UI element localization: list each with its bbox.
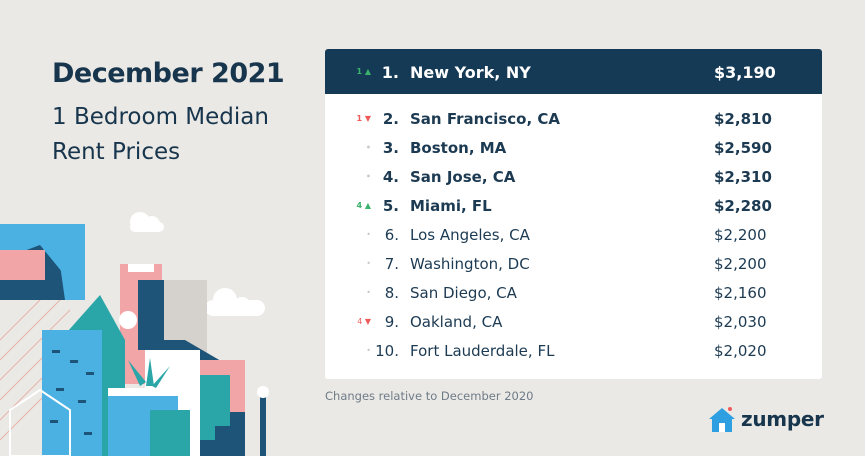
plant-icon xyxy=(128,358,170,388)
row-city: San Jose, CA xyxy=(410,168,516,186)
row-city: San Francisco, CA xyxy=(410,110,561,128)
row-city: Fort Lauderdale, FL xyxy=(410,342,555,360)
cloud-icon xyxy=(205,288,265,316)
window-circle xyxy=(119,311,137,329)
row-price: $2,280 xyxy=(714,197,772,215)
row-rank: 6. xyxy=(384,226,399,244)
row-price: $2,160 xyxy=(714,284,767,302)
tower-navy xyxy=(138,280,164,350)
row-rank: 3. xyxy=(382,139,399,157)
table-row: • 3. Boston, MA $2,590 xyxy=(325,133,822,162)
rank-change: 4 ▼ xyxy=(357,317,371,326)
footnote: Changes relative to December 2020 xyxy=(325,389,534,403)
row-city: Boston, MA xyxy=(410,139,507,157)
row-price: $2,200 xyxy=(714,226,767,244)
row-price: $2,200 xyxy=(714,255,767,273)
rank-change: 4 ▲ xyxy=(356,201,371,210)
page-title: December 2021 xyxy=(52,58,285,89)
house-icon xyxy=(709,407,735,432)
zumper-logo: zumper xyxy=(707,404,824,434)
table-header-highlight xyxy=(325,49,822,94)
table-row: 4 ▼ 9. Oakland, CA $2,030 xyxy=(325,307,822,336)
brand-name: zumper xyxy=(741,407,824,431)
table-row: 4 ▲ 5. Miami, FL $2,280 xyxy=(325,191,822,220)
row-price: $2,590 xyxy=(714,139,772,157)
row-city: Oakland, CA xyxy=(410,313,503,331)
rank-change: 1 ▲ xyxy=(356,67,371,76)
row-city: Miami, FL xyxy=(410,197,492,215)
row-city: Los Angeles, CA xyxy=(410,226,530,244)
row-city: Washington, DC xyxy=(410,255,530,273)
row-rank: 1. xyxy=(381,63,399,82)
table-row: • 4. San Jose, CA $2,310 xyxy=(325,162,822,191)
table-row: • 7. Washington, DC $2,200 xyxy=(325,249,822,278)
row-price: $2,020 xyxy=(714,342,767,360)
row-price: $2,310 xyxy=(714,168,772,186)
row-price: $3,190 xyxy=(714,63,776,82)
row-rank: 2. xyxy=(382,110,399,128)
table-row: • 8. San Diego, CA $2,160 xyxy=(325,278,822,307)
building-blue xyxy=(42,330,102,456)
row-rank: 9. xyxy=(384,313,399,331)
row-city: New York, NY xyxy=(410,63,531,82)
house-outline xyxy=(9,388,71,456)
table-row: • 6. Los Angeles, CA $2,200 xyxy=(325,220,822,249)
page-subtitle: 1 Bedroom Median Rent Prices xyxy=(52,104,269,165)
rank-change: • xyxy=(366,288,371,297)
street-lamp xyxy=(260,395,266,456)
rank-change: • xyxy=(366,346,371,355)
row-price: $2,810 xyxy=(714,110,772,128)
table-row: • 10. Fort Lauderdale, FL $2,020 xyxy=(325,336,822,365)
row-city: San Diego, CA xyxy=(410,284,517,302)
rank-change: 1 ▼ xyxy=(356,114,371,123)
rank-change: • xyxy=(366,230,371,239)
rent-table: 1 ▲ 1. New York, NY $3,190 1 ▼ 2. San Francisc… xyxy=(325,49,822,379)
table-row: 1 ▲ 1. New York, NY $3,190 xyxy=(325,57,822,86)
cloud-icon xyxy=(130,212,164,232)
row-rank: 5. xyxy=(382,197,399,215)
table-row: 1 ▼ 2. San Francisco, CA $2,810 xyxy=(325,104,822,133)
rank-change: • xyxy=(365,172,371,181)
row-rank: 10. xyxy=(375,342,399,360)
rank-change: • xyxy=(366,259,371,268)
tile-pink xyxy=(0,250,45,280)
row-rank: 8. xyxy=(384,284,399,302)
rank-change: • xyxy=(365,143,371,152)
row-rank: 4. xyxy=(382,168,399,186)
city-illustration xyxy=(0,212,269,456)
row-rank: 7. xyxy=(384,255,399,273)
row-price: $2,030 xyxy=(714,313,767,331)
